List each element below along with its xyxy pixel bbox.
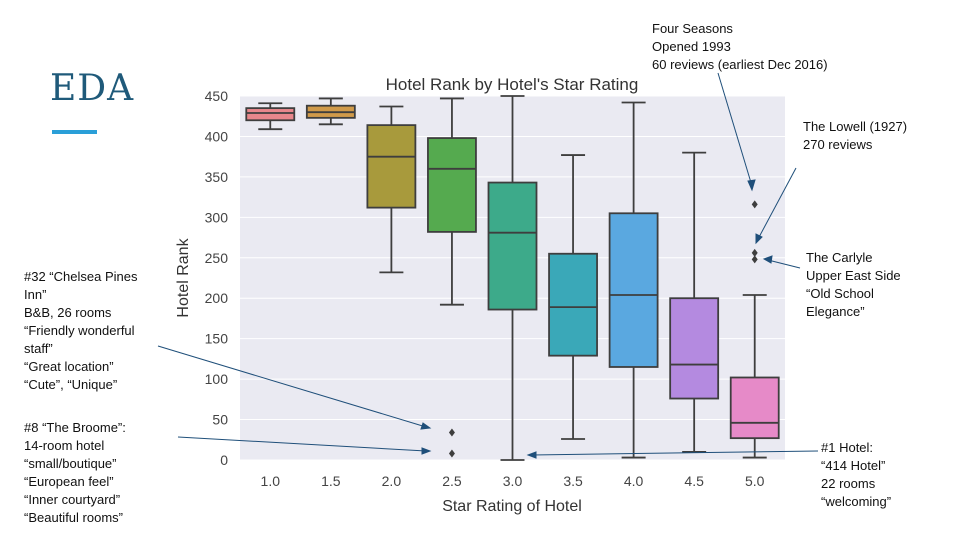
y-tick-label: 300	[205, 209, 229, 225]
box-2.5	[427, 97, 477, 458]
annotation-414-hotel: #1 Hotel: “414 Hotel” 22 rooms “welcomin…	[821, 440, 892, 509]
box-iqr	[245, 107, 296, 122]
arrow-414-hotel	[531, 450, 819, 456]
y-tick-label: 150	[205, 331, 229, 347]
box-2.0	[366, 105, 417, 274]
box-5.0	[729, 200, 780, 459]
box-3.5	[548, 154, 598, 440]
slide-title: EDA	[50, 68, 135, 109]
box-1.0	[245, 102, 296, 131]
outlier-point	[751, 255, 758, 264]
annotation-chelsea-pines: #32 “Chelsea Pines Inn” B&B, 26 rooms “F…	[24, 269, 138, 392]
box-iqr	[487, 181, 538, 311]
y-axis-label: Hotel Rank	[175, 237, 192, 317]
x-tick-label: 2.0	[382, 473, 402, 489]
y-tick-label: 50	[212, 412, 228, 428]
box-iqr	[427, 137, 477, 233]
chart-title: Hotel Rank by Hotel's Star Rating	[386, 75, 639, 94]
annotation-four-seasons: Four Seasons Opened 1993 60 reviews (ear…	[652, 21, 828, 72]
y-tick-labels: 0 50 100 150 200 250 300 350 400 450	[205, 88, 229, 468]
box-iqr	[608, 212, 659, 368]
x-tick-label: 4.5	[684, 473, 704, 489]
x-tick-label: 4.0	[624, 473, 644, 489]
x-tick-label: 2.5	[442, 473, 462, 489]
y-tick-label: 450	[205, 88, 229, 104]
x-tick-label: 1.0	[261, 473, 281, 489]
box-1.5	[305, 97, 356, 126]
arrow-lowell	[757, 167, 797, 240]
box-iqr	[729, 376, 780, 440]
y-tick-label: 0	[220, 452, 228, 468]
box-iqr	[548, 252, 598, 357]
annotation-arrows	[157, 72, 819, 459]
box-3.0	[487, 95, 538, 461]
box-iqr	[366, 124, 417, 209]
annotation-the-broome: #8 “The Broome”: 14-room hotel “small/bo…	[24, 420, 126, 525]
arrow-carlyle	[767, 259, 801, 269]
arrowhead-carlyle	[762, 255, 773, 264]
arrow-chelsea	[157, 345, 427, 428]
outlier-point	[751, 248, 758, 257]
outlier-point	[751, 200, 758, 209]
outlier-point	[448, 449, 455, 458]
annotation-carlyle: The Carlyle Upper East Side “Old School …	[806, 250, 901, 319]
box-series	[245, 95, 780, 461]
x-tick-label: 3.5	[563, 473, 583, 489]
y-tick-label: 350	[205, 169, 229, 185]
arrow-broome	[177, 436, 427, 452]
arrowhead-chelsea	[420, 422, 432, 430]
x-tick-label: 1.5	[321, 473, 341, 489]
title-underline	[52, 130, 97, 134]
arrowhead-414-hotel	[526, 451, 537, 459]
box-4.0	[608, 101, 659, 459]
arrowhead-lowell	[755, 233, 763, 245]
y-tick-label: 100	[205, 371, 229, 387]
x-axis-label: Star Rating of Hotel	[442, 498, 582, 515]
arrowhead-broome	[421, 447, 432, 455]
annotation-lowell: The Lowell (1927) 270 reviews	[803, 119, 908, 152]
arrowhead-four-seasons	[747, 179, 756, 192]
y-tick-label: 250	[205, 250, 229, 266]
y-tick-label: 400	[205, 128, 229, 144]
box-iqr	[669, 297, 720, 400]
x-tick-label: 3.0	[503, 473, 523, 489]
arrow-four-seasons	[717, 72, 753, 187]
box-4.5	[669, 151, 720, 453]
y-tick-label: 200	[205, 290, 229, 306]
x-tick-labels: 1.0 1.5 2.0 2.5 3.0 3.5 4.0 4.5 5.0	[261, 473, 765, 489]
x-tick-label: 5.0	[745, 473, 765, 489]
outlier-point	[448, 428, 455, 437]
